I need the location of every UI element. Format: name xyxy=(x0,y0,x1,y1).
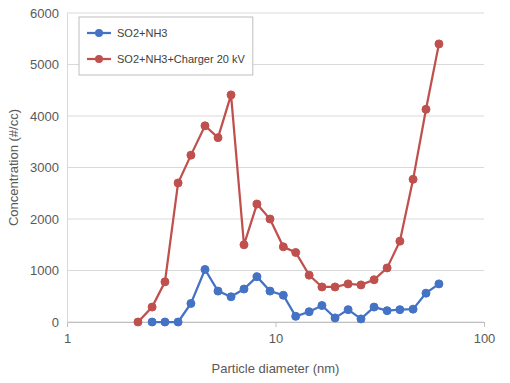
grid-line xyxy=(67,219,484,220)
marker xyxy=(409,305,417,313)
marker xyxy=(318,302,326,310)
marker xyxy=(148,318,156,326)
y-tick: 0 xyxy=(52,315,67,330)
marker xyxy=(396,306,404,314)
marker xyxy=(383,264,391,272)
legend-label: SO2+NH3 xyxy=(117,27,167,39)
legend-marker xyxy=(95,55,103,63)
series-markers xyxy=(134,40,443,326)
marker xyxy=(344,306,352,314)
marker xyxy=(174,318,182,326)
series-line xyxy=(138,44,439,322)
x-tick-mark xyxy=(67,322,68,327)
grid-line xyxy=(67,13,484,14)
marker xyxy=(161,278,169,286)
x-tick: 100 xyxy=(474,322,496,346)
marker xyxy=(305,308,313,316)
grid-line xyxy=(67,116,484,117)
y-tick-label: 4000 xyxy=(30,109,59,124)
y-tick: 1000 xyxy=(30,263,67,278)
marker xyxy=(266,215,274,223)
x-tick: 1 xyxy=(64,322,71,346)
legend-marker xyxy=(95,29,103,37)
legend: SO2+NH3 SO2+NH3+Charger 20 kV xyxy=(79,17,253,75)
legend-label: SO2+NH3+Charger 20 kV xyxy=(117,53,245,65)
marker xyxy=(292,248,300,256)
x-tick-label: 100 xyxy=(474,331,496,346)
y-tick: 6000 xyxy=(30,6,67,21)
grid-line xyxy=(67,270,484,271)
x-axis-title: Particle diameter (nm) xyxy=(212,361,340,376)
marker xyxy=(187,151,195,159)
marker xyxy=(279,243,287,251)
marker xyxy=(214,134,222,142)
marker xyxy=(201,122,209,130)
legend-entry: SO2+NH3 xyxy=(87,27,167,39)
y-tick-label: 1000 xyxy=(30,263,59,278)
y-tick-label: 2000 xyxy=(30,212,59,227)
plot: 1101000100020003000400050006000 xyxy=(30,6,495,346)
marker xyxy=(435,40,443,48)
marker xyxy=(227,91,235,99)
grid xyxy=(67,13,484,322)
y-tick: 2000 xyxy=(30,212,67,227)
marker xyxy=(266,287,274,295)
y-tick-label: 0 xyxy=(52,315,59,330)
marker xyxy=(240,241,248,249)
marker xyxy=(383,307,391,315)
marker xyxy=(318,283,326,291)
y-axis-line xyxy=(67,14,68,323)
marker xyxy=(370,276,378,284)
marker xyxy=(422,105,430,113)
grid-line xyxy=(67,167,484,168)
marker xyxy=(331,314,339,322)
y-axis-title: Concentration (#/cc) xyxy=(6,109,21,226)
marker xyxy=(253,273,261,281)
marker xyxy=(187,299,195,307)
marker xyxy=(174,179,182,187)
x-axis: 1 10 100 xyxy=(64,322,495,346)
marker xyxy=(253,200,261,208)
marker xyxy=(134,318,142,326)
x-axis-line xyxy=(68,323,485,328)
marker xyxy=(331,283,339,291)
marker xyxy=(370,303,378,311)
y-tick: 4000 xyxy=(30,109,67,124)
marks xyxy=(134,40,443,326)
marker xyxy=(357,315,365,323)
x-tick: 10 xyxy=(269,322,283,346)
y-tick-label: 5000 xyxy=(30,57,59,72)
marker xyxy=(422,289,430,297)
marker xyxy=(240,285,248,293)
x-tick-label: 10 xyxy=(269,331,283,346)
x-tick-mark xyxy=(276,322,277,327)
marker xyxy=(396,237,404,245)
marker xyxy=(161,318,169,326)
y-tick: 5000 xyxy=(30,57,67,72)
y-axis: 0 1000 2000 3000 4000 5000 6000 xyxy=(30,6,67,330)
marker xyxy=(435,280,443,288)
marker xyxy=(357,281,365,289)
marker xyxy=(227,293,235,301)
marker xyxy=(148,303,156,311)
marker xyxy=(305,271,313,279)
y-tick-label: 3000 xyxy=(30,160,59,175)
marker xyxy=(279,291,287,299)
series-line xyxy=(152,269,439,322)
legend-box xyxy=(79,17,253,75)
chart: 1101000100020003000400050006000Particle … xyxy=(0,0,510,383)
y-tick-label: 6000 xyxy=(30,6,59,21)
series-markers xyxy=(148,265,443,326)
marker xyxy=(214,287,222,295)
marker xyxy=(201,265,209,273)
marker xyxy=(292,312,300,320)
y-tick: 3000 xyxy=(30,160,67,175)
x-tick-label: 1 xyxy=(64,331,71,346)
legend-entry: SO2+NH3+Charger 20 kV xyxy=(87,53,245,65)
x-tick-mark xyxy=(484,322,485,327)
marker xyxy=(409,175,417,183)
marker xyxy=(344,280,352,288)
